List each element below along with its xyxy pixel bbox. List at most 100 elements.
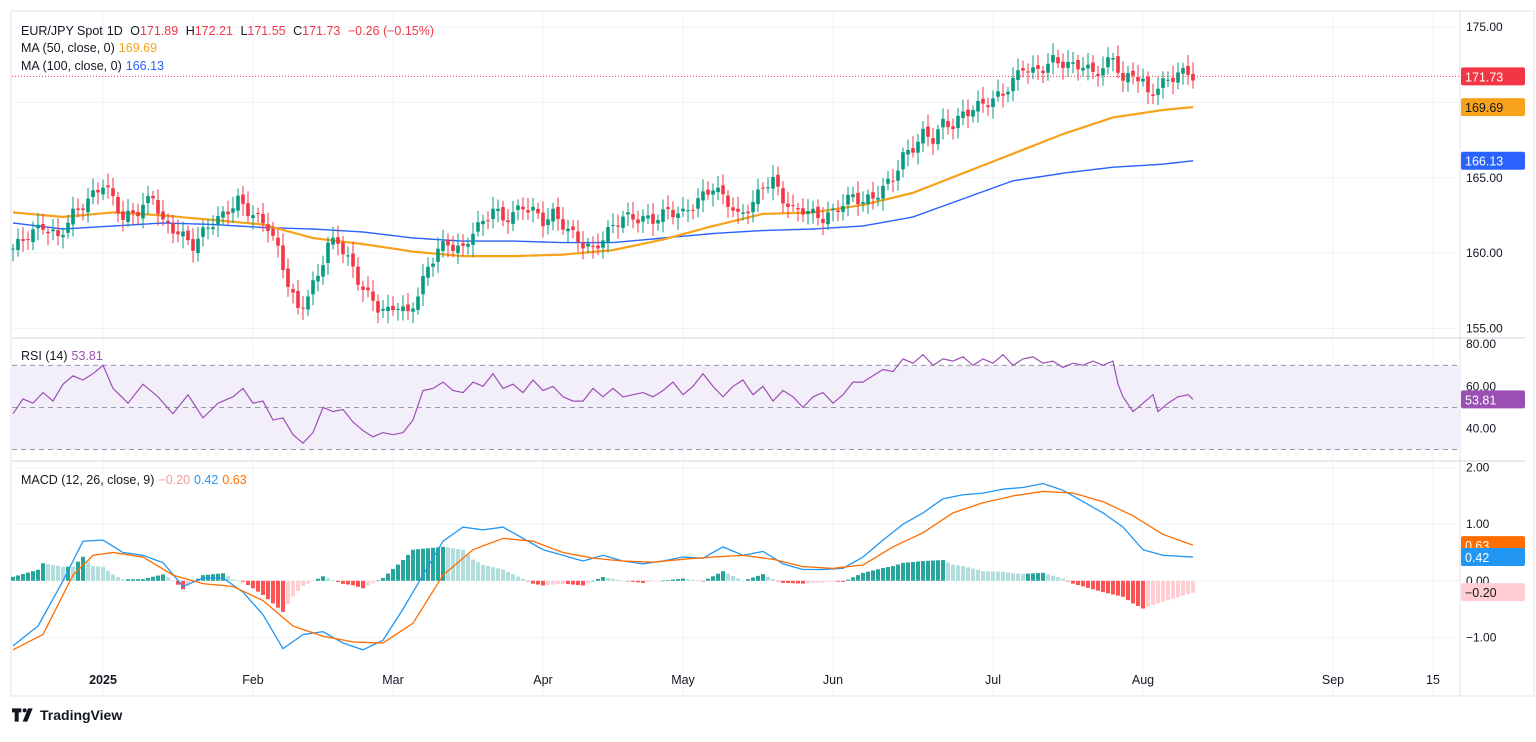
candle-body <box>426 266 430 278</box>
candle-body <box>1056 57 1060 64</box>
candle-body <box>551 208 555 222</box>
time-axis-label: Sep <box>1322 673 1344 687</box>
candle-body <box>501 207 505 221</box>
candle-body <box>516 205 520 210</box>
macd-legend: MACD (12, 26, close, 9) −0.20 0.42 0.63 <box>21 472 251 488</box>
macd-tag: 0.42 <box>1465 551 1489 565</box>
macd-histogram-bar <box>286 580 290 605</box>
time-axis-label: Jun <box>823 673 843 687</box>
macd-histogram-bar <box>916 561 920 581</box>
candle-body <box>216 216 220 225</box>
time-axis-label: Mar <box>382 673 404 687</box>
macd-histogram-bar <box>236 580 240 582</box>
macd-histogram-bar <box>796 580 800 584</box>
candle-body <box>1151 94 1155 97</box>
candle-body <box>531 206 535 211</box>
macd-histogram-bar <box>561 580 565 584</box>
macd-histogram-bar <box>856 575 860 581</box>
macd-histogram-bar <box>691 579 695 581</box>
time-axis-label: Aug <box>1132 673 1154 687</box>
macd-histogram-bar <box>541 580 545 586</box>
tradingview-brand[interactable]: TradingView <box>12 707 122 723</box>
candle-body <box>71 208 75 225</box>
macd-histogram-bar <box>706 578 710 581</box>
macd-histogram-bar <box>231 579 235 581</box>
candle-body <box>636 219 640 224</box>
macd-hist-tag-bg <box>1461 583 1525 602</box>
close-label: C <box>293 24 303 38</box>
candle-body <box>231 208 235 213</box>
macd-histogram-bar <box>701 580 705 582</box>
macd-histogram-bar <box>1186 580 1190 595</box>
macd-histogram-bar <box>456 548 460 581</box>
candle-body <box>196 238 200 254</box>
candle-body <box>661 209 665 222</box>
macd-histogram-bar <box>396 564 400 581</box>
candle-body <box>116 196 120 214</box>
macd-histogram-bar <box>526 580 530 582</box>
macd-histogram-bar <box>176 580 180 585</box>
macd-histogram-bar <box>246 580 250 586</box>
candle-body <box>621 216 625 228</box>
candle-body <box>601 240 605 248</box>
candle-body <box>26 239 30 241</box>
candle-body <box>451 244 455 251</box>
candle-body <box>176 231 180 235</box>
candle-body <box>941 118 945 128</box>
macd-histogram-bar <box>91 566 95 581</box>
macd-histogram-bar <box>1081 580 1085 587</box>
candle-body <box>326 242 330 264</box>
candle-body <box>336 237 340 244</box>
candle-body <box>16 238 20 251</box>
macd-histogram-bar <box>1026 573 1030 581</box>
macd-histogram-bar <box>31 571 35 581</box>
macd-histogram-bar <box>1086 580 1090 588</box>
macd-histogram-bar <box>1131 580 1135 604</box>
macd-histogram-bar <box>841 580 845 582</box>
macd-histogram-bar <box>971 568 975 581</box>
macd-histogram-bar <box>436 547 440 581</box>
macd-histogram-bar <box>331 580 335 581</box>
candle-body <box>996 91 1000 97</box>
price-axis-label: 165.00 <box>1466 171 1503 185</box>
macd-histogram-bar <box>106 570 110 581</box>
ma100-line <box>12 160 1194 244</box>
macd-histogram-bar <box>536 580 540 585</box>
macd-histogram-bar <box>61 566 65 581</box>
macd-histogram-bar <box>271 580 275 604</box>
macd-axis-label: −1.00 <box>1466 630 1497 644</box>
candle-body <box>1171 77 1175 83</box>
ma50-price-tag: 169.69 <box>1465 101 1503 115</box>
macd-histogram-bar <box>631 580 635 582</box>
ma100-legend: MA (100, close, 0) 166.13 <box>21 58 168 74</box>
macd-histogram-bar <box>1061 578 1065 581</box>
macd-histogram-bar <box>696 580 700 582</box>
candle-body <box>951 126 955 129</box>
candle-body <box>126 210 130 222</box>
macd-histogram-bar <box>1071 580 1075 584</box>
candle-body <box>911 148 915 153</box>
ohlc-legend: EUR/JPY Spot 1D O171.89 H172.21 L171.55 C… <box>21 23 438 39</box>
macd-signal-value: 0.63 <box>222 473 247 487</box>
candle-body <box>306 296 310 310</box>
candle-body <box>206 227 210 229</box>
rsi-tag: 53.81 <box>1465 393 1496 407</box>
candle-body <box>391 305 395 311</box>
macd-histogram-bar <box>621 580 625 582</box>
candle-body <box>226 211 230 215</box>
candle-body <box>266 224 270 232</box>
candle-body <box>681 208 685 212</box>
macd-histogram-bar <box>881 567 885 581</box>
macd-histogram-bar <box>651 580 655 582</box>
candle-body <box>21 239 25 241</box>
macd-histogram-bar <box>786 580 790 584</box>
candle-body <box>1081 67 1085 71</box>
candle-body <box>606 227 610 243</box>
candle-body <box>1101 68 1105 76</box>
candle-body <box>256 213 260 215</box>
high-value: 172.21 <box>194 24 233 38</box>
candle-body <box>896 170 900 181</box>
candle-body <box>881 185 885 199</box>
